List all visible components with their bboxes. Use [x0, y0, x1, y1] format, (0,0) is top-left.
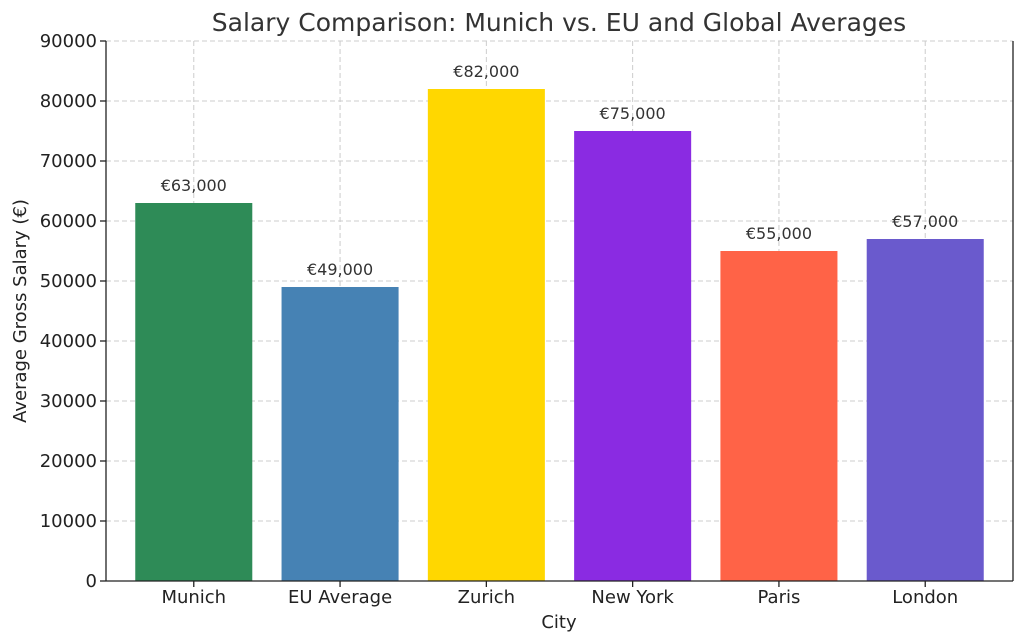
bar-eu-average [281, 287, 399, 581]
y-tick-label: 40000 [40, 331, 97, 352]
chart-title: Salary Comparison: Munich vs. EU and Glo… [212, 8, 906, 37]
data-label: €75,000 [600, 104, 666, 123]
y-axis-label: Average Gross Salary (€) [10, 199, 31, 423]
y-tick-label: 20000 [40, 451, 97, 472]
y-tick-label: 10000 [40, 511, 97, 532]
data-label: €82,000 [453, 62, 519, 81]
x-tick-label: Zurich [458, 587, 515, 608]
x-axis-label: City [541, 612, 577, 633]
x-axis-ticks: Munich EU Average Zurich New York Paris Londo… [161, 581, 958, 608]
x-tick-label: New York [591, 587, 674, 608]
bar-new-york [574, 131, 692, 581]
bar-london [866, 239, 984, 581]
y-tick-label: 50000 [40, 271, 97, 292]
data-label: €57,000 [892, 212, 958, 231]
y-tick-label: 70000 [40, 151, 97, 172]
bar-paris [720, 251, 838, 581]
data-labels: €63,000 €49,000 €82,000 €75,000 €55,000 €57,0… [161, 62, 959, 279]
y-tick-label: 80000 [40, 91, 97, 112]
y-tick-label: 0 [86, 571, 97, 592]
y-tick-label: 90000 [40, 31, 97, 52]
data-label: €63,000 [161, 176, 227, 195]
data-label: €49,000 [307, 260, 373, 279]
bar-zurich [427, 89, 545, 581]
y-tick-label: 30000 [40, 391, 97, 412]
y-tick-label: 60000 [40, 211, 97, 232]
x-tick-label: Paris [758, 587, 801, 608]
x-tick-label: London [892, 587, 958, 608]
x-tick-label: EU Average [288, 587, 392, 608]
y-axis-ticks: 0 10000 20000 30000 40000 50000 60000 70000 8000… [40, 31, 106, 592]
bars [135, 89, 984, 581]
x-tick-label: Munich [161, 587, 226, 608]
data-label: €55,000 [746, 224, 812, 243]
bar-munich [135, 203, 253, 581]
